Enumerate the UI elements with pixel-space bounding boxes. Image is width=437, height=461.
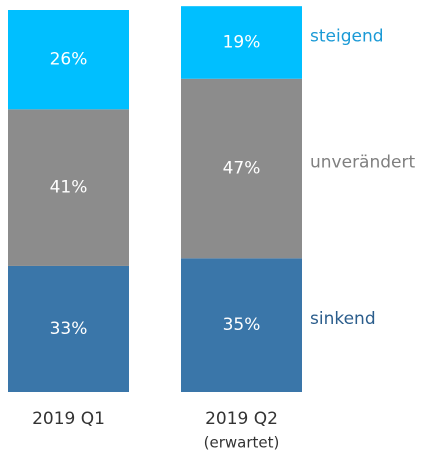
value-label: 19% [223,32,261,52]
value-label: 47% [223,159,261,179]
bar-segment [8,109,129,266]
bar-segment [181,6,302,79]
legend-label: sinkend [310,309,376,329]
bar-segment [181,78,302,259]
x-tick-label: 2019 Q2 [205,409,278,429]
value-label: 33% [50,319,88,339]
bar-segment [181,258,302,392]
legend-label: steigend [310,26,384,46]
x-tick-sublabel: (erwartet) [204,434,280,452]
bar-segment [8,10,129,110]
bar-segment [8,265,129,392]
legend-label: unverändert [310,153,415,173]
x-tick-label: 2019 Q1 [32,409,105,429]
value-label: 35% [223,315,261,335]
value-label: 41% [50,178,88,198]
value-label: 26% [50,50,88,70]
